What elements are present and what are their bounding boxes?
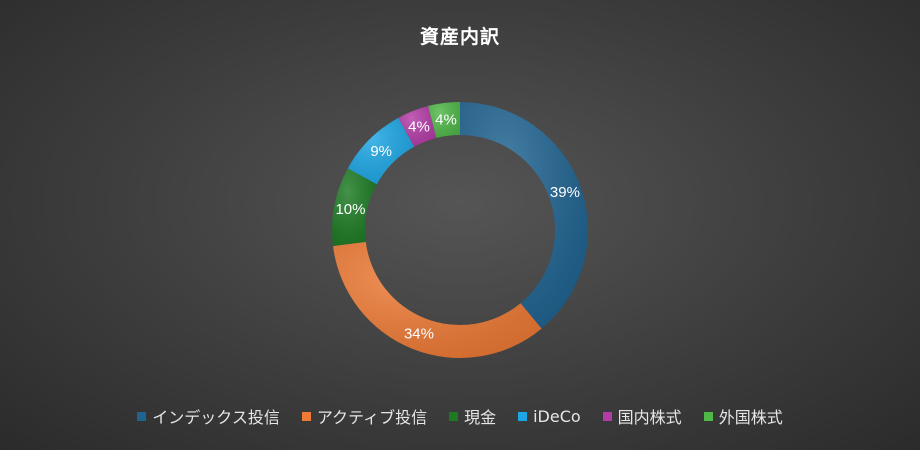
legend-label: 現金 xyxy=(464,408,497,427)
legend-item-6[interactable]: 外国株式 xyxy=(703,404,783,428)
chart-title: 資産内訳 xyxy=(419,26,500,48)
legend-swatch-icon xyxy=(137,411,147,421)
donut-slice-shade-5 xyxy=(398,106,437,147)
slice-data-label-2: 34% xyxy=(404,326,434,343)
slice-data-label-6: 4% xyxy=(435,111,457,128)
legend-item-4[interactable]: iDeCo xyxy=(518,407,581,426)
legend-item-1[interactable]: インデックス投信 xyxy=(137,404,280,428)
legend-swatch-icon xyxy=(602,411,612,421)
donut-slice-shade-4 xyxy=(347,117,415,185)
legend-item-2[interactable]: アクティブ投信 xyxy=(301,404,428,428)
legend-swatch-icon xyxy=(703,411,713,421)
legend-swatch-icon xyxy=(518,411,528,421)
slice-data-label-5: 4% xyxy=(408,118,430,135)
legend-label: インデックス投信 xyxy=(152,408,280,427)
slice-data-label-4: 9% xyxy=(370,143,392,160)
legend-swatch-icon xyxy=(449,411,459,421)
legend-label: iDeCo xyxy=(533,406,581,426)
legend-label: 国内株式 xyxy=(617,408,682,427)
legend-item-3[interactable]: 現金 xyxy=(449,404,496,428)
donut-slice-shade-1 xyxy=(460,102,588,329)
legend-label: 外国株式 xyxy=(718,408,783,427)
legend-swatch-icon xyxy=(301,411,311,421)
legend-label: アクティブ投信 xyxy=(316,408,428,427)
slice-data-label-3: 10% xyxy=(335,201,365,218)
donut-slice-shade-3 xyxy=(332,168,377,247)
legend: インデックス投信 アクティブ投信 現金 iDeCo 国内株式 外国株式 xyxy=(0,404,920,428)
slice-data-label-1: 39% xyxy=(550,184,580,201)
donut-slice-shade-6 xyxy=(428,102,460,138)
donut-slice-shade-2 xyxy=(333,241,542,358)
legend-item-5[interactable]: 国内株式 xyxy=(602,404,682,428)
